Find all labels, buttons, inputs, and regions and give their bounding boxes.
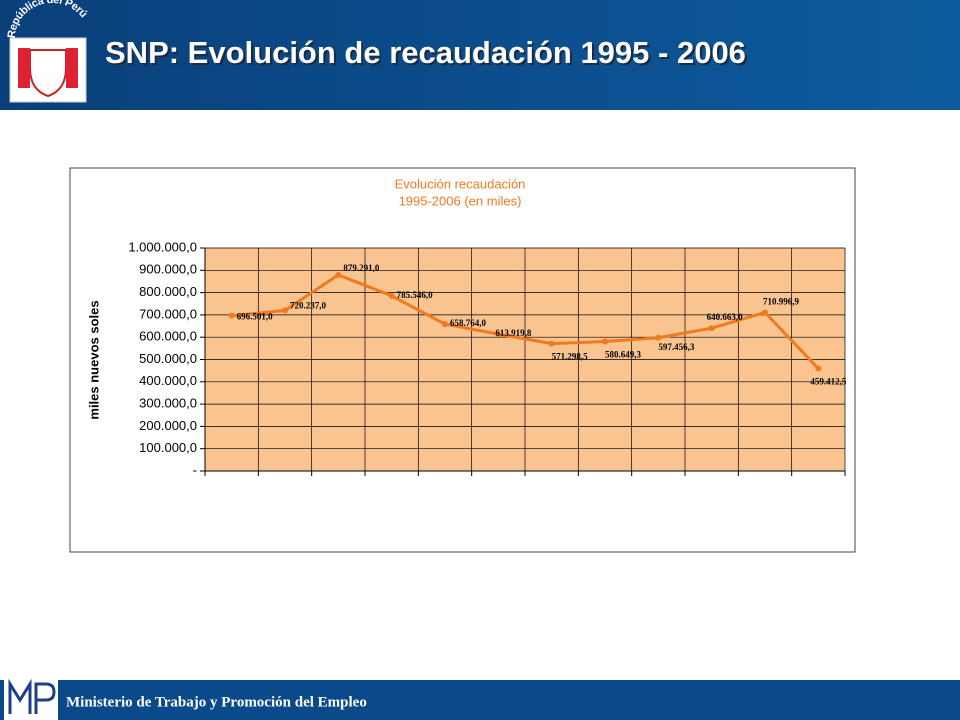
header-bar [0,0,960,110]
data-label: 696.501,0 [237,312,274,322]
y-axis-label: miles nuevos soles [86,300,101,419]
point [442,321,448,328]
point [602,338,608,345]
point [228,312,235,319]
chart-subtitle: 1995-2006 (en miles) [399,193,522,208]
data-label: 720.237,0 [290,300,327,310]
y-tick-label: 600.000,0 [139,329,197,344]
y-tick-label: 400.000,0 [139,373,197,388]
y-tick-label: 700.000,0 [139,306,197,321]
chart-title: Evolución recaudación [395,176,526,191]
point [282,307,288,314]
data-label: 785.546,0 [397,290,434,300]
y-tick-label: 900.000,0 [139,262,197,277]
data-label: 658.764,0 [450,318,487,328]
point [388,292,395,299]
data-label: 710.996,9 [763,297,800,307]
footer-text: Ministerio de Trabajo y Promoción del Em… [66,694,367,710]
point [655,334,662,341]
data-label: 580.649,3 [605,350,642,360]
data-label: 459.412,5 [810,377,847,387]
data-label: 613.919,8 [495,328,532,338]
data-label: 640.663,0 [707,312,744,322]
point [815,365,822,372]
point [708,325,715,332]
y-tick-label: 800.000,0 [139,284,197,299]
y-tick-label: 300.000,0 [139,396,197,411]
shield [29,49,67,98]
logo-glyph [8,678,56,714]
data-label: 571.298,5 [552,352,589,362]
footer-bar [0,680,960,720]
point [335,271,342,278]
title: SNP: Evolución de recaudación 1995 - 200… [105,35,746,70]
data-label: 597.456,3 [658,342,695,352]
y-tick-label: 500.000,0 [139,351,197,366]
point [495,331,502,338]
flag [18,48,30,88]
flag [66,48,78,88]
y-tick-label: 100.000,0 [139,440,197,455]
y-tick-label: 200.000,0 [139,418,197,433]
line [231,273,820,370]
y-tick-label: - [193,462,197,477]
point [548,340,555,347]
point [762,309,768,316]
data-label: 879.291,0 [343,263,380,273]
y-tick-label: 1.000.000,0 [128,239,197,254]
title-shadow: SNP: Evolución de recaudación 1995 - 200… [107,37,748,72]
